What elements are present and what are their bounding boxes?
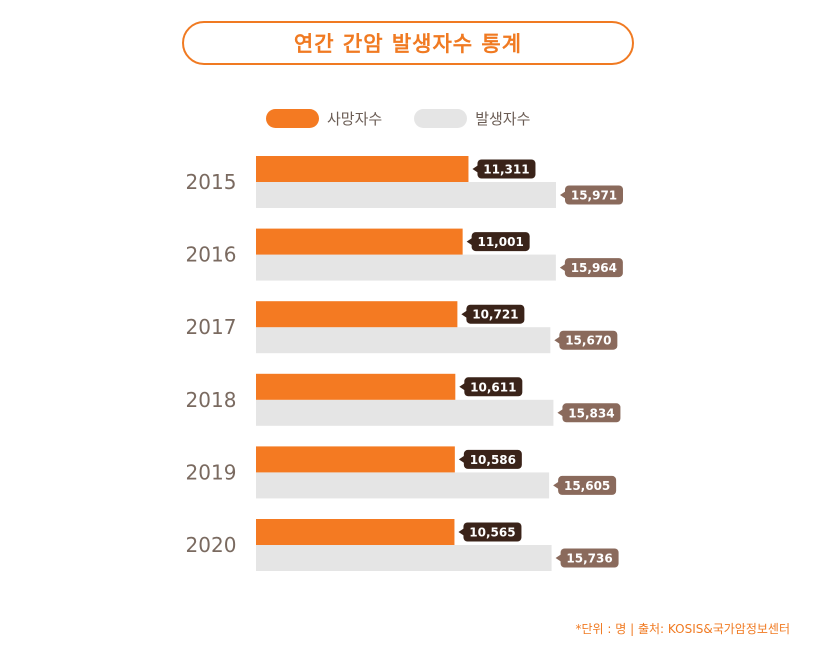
legend-label-deaths: 사망자수 — [327, 109, 383, 128]
bar-deaths-2016 — [256, 228, 463, 255]
bar-incidence-2016 — [256, 254, 556, 281]
data-label-incidence-2017-bg — [559, 330, 618, 350]
data-label-incidence-2016-pointer — [559, 263, 566, 272]
bar-incidence-2020 — [256, 545, 552, 571]
data-label-incidence-2015-pointer — [560, 191, 566, 199]
data-label-deaths-2020: 10,565 — [469, 526, 515, 540]
data-label-incidence-2019-pointer — [553, 481, 560, 490]
data-label-incidence-2020-bg — [560, 548, 619, 568]
data-label-incidence-2019: 15,605 — [564, 479, 610, 493]
bar-incidence-2015 — [256, 182, 556, 208]
year-label-2020: 2020 — [186, 533, 237, 557]
bar-deaths-2020 — [256, 519, 455, 545]
data-label-deaths-2020-bg — [463, 522, 522, 542]
data-label-deaths-2016-bg — [471, 232, 530, 252]
data-label-incidence-2015: 15,971 — [571, 189, 617, 203]
data-label-deaths-2020-pointer — [458, 528, 465, 536]
bar-incidence-2018 — [256, 399, 554, 426]
data-label-incidence-2015-bg — [565, 185, 623, 205]
data-label-deaths-2017: 10,721 — [472, 308, 518, 322]
legend-swatch-deaths — [266, 108, 319, 128]
data-label-deaths-2015: 11,311 — [483, 163, 529, 177]
year-label-2019: 2019 — [186, 460, 237, 484]
bar-deaths-2017 — [256, 301, 458, 328]
year-label-2016: 2016 — [186, 243, 237, 267]
data-label-incidence-2018: 15,834 — [568, 406, 614, 420]
chart-title: 연간 간암 발생자수 통계 — [182, 21, 634, 65]
data-label-incidence-2020: 15,736 — [566, 552, 612, 566]
data-label-deaths-2019-pointer — [458, 455, 465, 464]
data-label-incidence-2017: 15,670 — [565, 334, 611, 348]
data-label-deaths-2018: 10,611 — [470, 380, 516, 394]
data-label-incidence-2020-pointer — [555, 554, 562, 562]
data-label-incidence-2019-bg — [558, 475, 617, 495]
data-label-deaths-2016-pointer — [466, 237, 473, 246]
legend: 사망자수 발생자수 — [266, 107, 562, 129]
legend-swatch-incidence — [414, 108, 468, 128]
bar-incidence-2017 — [256, 327, 551, 354]
data-label-incidence-2016: 15,964 — [571, 261, 617, 275]
data-label-deaths-2015-bg — [477, 159, 536, 179]
data-label-deaths-2019-bg — [463, 449, 522, 469]
year-label-2015: 2015 — [186, 170, 237, 194]
data-label-deaths-2018-pointer — [459, 382, 466, 391]
data-label-deaths-2015-pointer — [472, 165, 479, 173]
data-label-incidence-2018-pointer — [557, 408, 564, 417]
year-label-2018: 2018 — [186, 388, 237, 412]
data-label-incidence-2018-bg — [562, 403, 621, 423]
data-label-incidence-2017-pointer — [554, 336, 561, 345]
bar-incidence-2019 — [256, 472, 550, 499]
bar-deaths-2015 — [256, 156, 469, 182]
year-label-2017: 2017 — [186, 315, 237, 339]
footnote: *단위 : 명 | 출처: KOSIS&국가암정보센터 — [575, 622, 790, 636]
data-label-deaths-2017-bg — [466, 304, 525, 324]
data-label-incidence-2016-bg — [564, 258, 623, 278]
data-label-deaths-2017-pointer — [461, 310, 468, 319]
bar-deaths-2019 — [256, 446, 455, 473]
data-label-deaths-2018-bg — [464, 377, 523, 397]
bar-deaths-2018 — [256, 373, 456, 400]
data-label-deaths-2016: 11,001 — [477, 235, 523, 249]
legend-label-incidence: 발생자수 — [475, 109, 531, 128]
data-label-deaths-2019: 10,586 — [470, 453, 516, 467]
